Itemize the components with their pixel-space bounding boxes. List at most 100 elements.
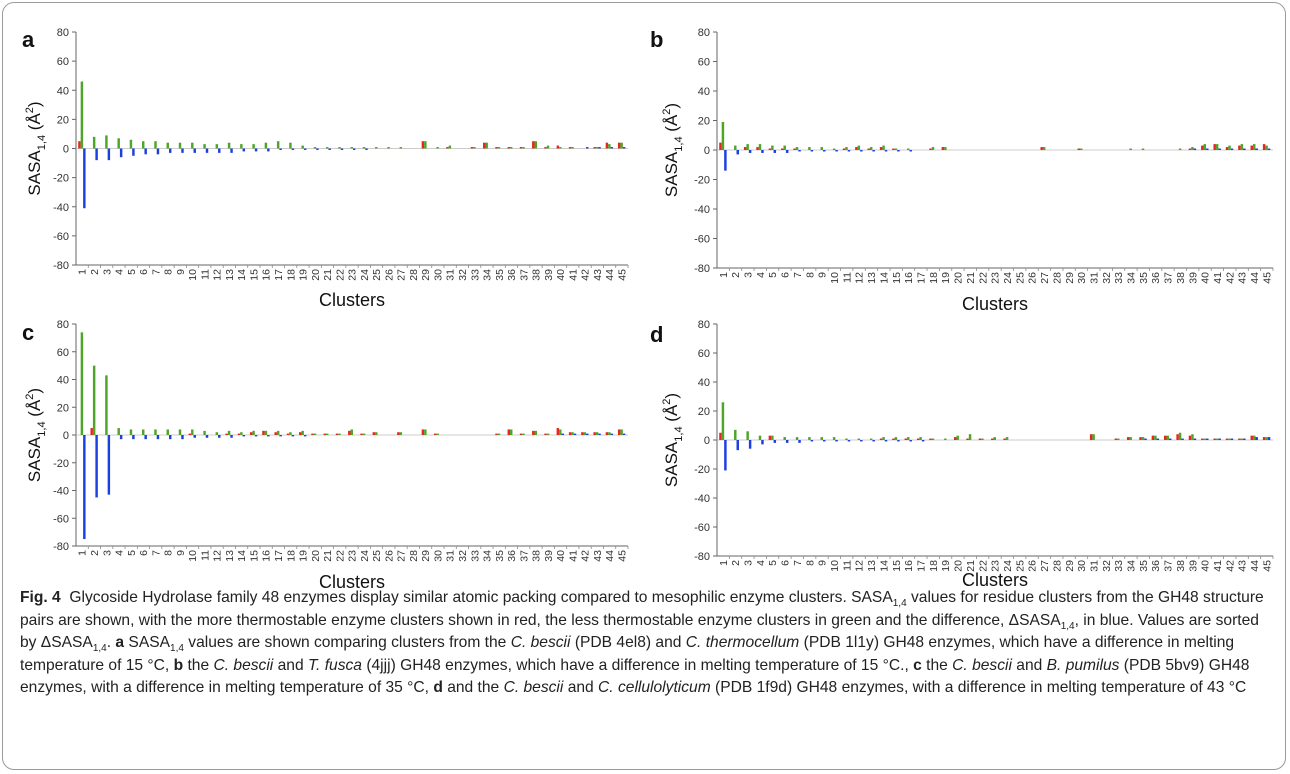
bar <box>544 147 547 149</box>
x-tick-label: 30 <box>1076 560 1088 572</box>
bar <box>338 147 341 149</box>
x-tick-label: 18 <box>285 269 297 281</box>
bar <box>225 433 228 435</box>
bar <box>1243 148 1246 150</box>
bar <box>785 440 789 443</box>
bar <box>605 142 609 149</box>
bar <box>929 148 932 150</box>
bar <box>1188 148 1192 150</box>
x-tick-label: 29 <box>1064 272 1076 284</box>
x-tick-label: 1 <box>77 550 89 556</box>
bar <box>352 148 356 150</box>
bar <box>252 430 255 435</box>
bar <box>254 435 258 437</box>
x-tick-label: 40 <box>1200 272 1212 284</box>
x-tick-label: 20 <box>953 272 965 284</box>
caption-text: the <box>921 656 953 674</box>
bar <box>1003 438 1006 440</box>
y-tick-label: -80 <box>694 551 710 563</box>
bar <box>242 148 246 152</box>
x-tick-label: 37 <box>1163 560 1175 572</box>
x-tick-label: 2 <box>89 269 101 275</box>
x-tick-label: 8 <box>163 550 175 556</box>
x-tick-label: 45 <box>616 550 628 562</box>
species-name: C. bescii <box>952 656 1012 674</box>
y-label-close: ) <box>25 388 44 394</box>
bar <box>561 433 564 435</box>
bar <box>181 435 184 440</box>
y-tick-label: 0 <box>704 145 710 157</box>
bar <box>264 142 268 149</box>
bar <box>610 147 614 149</box>
y-tick-label: 40 <box>698 86 710 98</box>
bar <box>1129 437 1132 440</box>
x-tick-label: 1 <box>77 269 89 275</box>
bar <box>595 432 599 435</box>
y-label-unit: (Å <box>662 404 681 426</box>
bar <box>823 150 826 152</box>
y-axis-label: SASA1,4 (Å2) <box>24 388 48 482</box>
bar <box>944 438 947 440</box>
bar <box>593 432 596 435</box>
bar <box>181 148 184 153</box>
bar <box>132 435 135 440</box>
bar <box>894 437 898 440</box>
bar <box>1154 435 1157 440</box>
x-tick-label: 36 <box>1150 272 1162 284</box>
x-tick-label: 23 <box>347 550 359 562</box>
bar <box>869 147 873 150</box>
x-tick-label: 45 <box>616 269 628 281</box>
y-tick-label: -80 <box>694 263 710 275</box>
x-tick-label: 23 <box>990 560 1002 572</box>
panel-b: b -80 -60 -40 -20 0 20 40 60 80 1 2 3 4 5 6 7 8 9 10 11 12 13 1… <box>645 0 1290 315</box>
x-tick-label: 21 <box>322 269 334 281</box>
bar <box>83 435 86 540</box>
bar <box>966 438 969 440</box>
bar <box>1262 144 1266 150</box>
bar <box>909 440 912 442</box>
x-tick-label: 38 <box>1175 272 1187 284</box>
bar <box>832 437 836 440</box>
bar <box>1240 144 1244 150</box>
x-tick-label: 41 <box>567 550 579 562</box>
y-tick-label: -20 <box>694 175 710 187</box>
x-tick-label: 19 <box>940 272 952 284</box>
bar <box>855 147 858 150</box>
bar <box>279 148 282 150</box>
x-tick-label: 37 <box>518 269 530 281</box>
bar <box>793 148 796 150</box>
x-tick-label: 28 <box>1051 560 1063 572</box>
bar <box>544 433 547 435</box>
bar <box>338 433 341 435</box>
bar <box>1255 437 1258 440</box>
bar <box>323 433 326 435</box>
bar <box>1213 438 1216 440</box>
y-tick-label: -60 <box>53 231 69 243</box>
y-label-close: ) <box>662 393 681 399</box>
bar <box>80 332 84 435</box>
x-tick-label: 24 <box>359 550 371 562</box>
bar <box>237 433 241 435</box>
x-tick-label: 11 <box>199 550 211 561</box>
x-tick-label: 5 <box>126 550 138 556</box>
bar <box>944 147 947 150</box>
x-tick-label: 15 <box>891 560 903 572</box>
bar <box>240 432 243 435</box>
bar <box>313 147 317 149</box>
x-tick-label: 27 <box>396 269 408 281</box>
bar <box>783 437 786 440</box>
bar <box>421 141 425 149</box>
bar <box>1206 438 1209 440</box>
y-tick-label: 60 <box>57 347 69 359</box>
y-tick-label: 80 <box>698 27 710 39</box>
bar <box>795 437 799 440</box>
x-tick-label: 9 <box>175 550 187 556</box>
x-tick-label: 17 <box>915 560 927 572</box>
bar <box>215 432 219 435</box>
bar <box>610 433 614 435</box>
x-tick-label: 5 <box>767 560 779 566</box>
bar <box>991 438 994 440</box>
x-tick-label: 45 <box>1261 272 1273 284</box>
caption-text: (PDB 1f9d) GH48 enzymes, with a differen… <box>710 679 1247 697</box>
bar <box>141 141 145 149</box>
